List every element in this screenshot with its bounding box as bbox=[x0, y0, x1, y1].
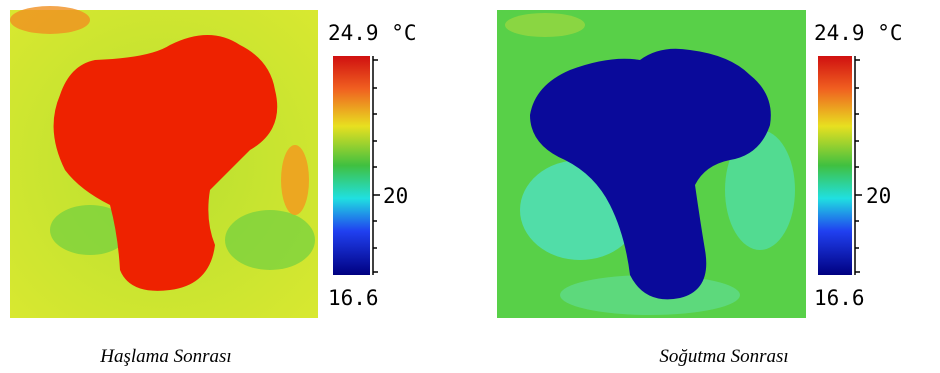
colorbar-min-label: 16.6 bbox=[328, 286, 379, 310]
colorbar-min-label: 16.6 bbox=[814, 286, 865, 310]
caption: Soğutma Sonrası bbox=[659, 346, 788, 367]
colorbar bbox=[818, 56, 852, 275]
figure: 24.9 °C 20 16.6 Haşlama Sonrası 24.9 °C … bbox=[0, 0, 940, 373]
thermal-image-left bbox=[10, 6, 318, 318]
colorbar bbox=[333, 56, 370, 275]
caption: Haşlama Sonrası bbox=[99, 346, 231, 367]
colorbar-max-label: 24.9 °C bbox=[814, 21, 903, 45]
colorbar-ticks bbox=[855, 56, 862, 275]
thermal-image-right bbox=[497, 10, 806, 318]
colorbar-ticks bbox=[373, 56, 380, 275]
colorbar-mid-label: 20 bbox=[383, 184, 408, 208]
colorbar-max-label: 24.9 °C bbox=[328, 21, 417, 45]
colorbar-mid-label: 20 bbox=[866, 184, 891, 208]
